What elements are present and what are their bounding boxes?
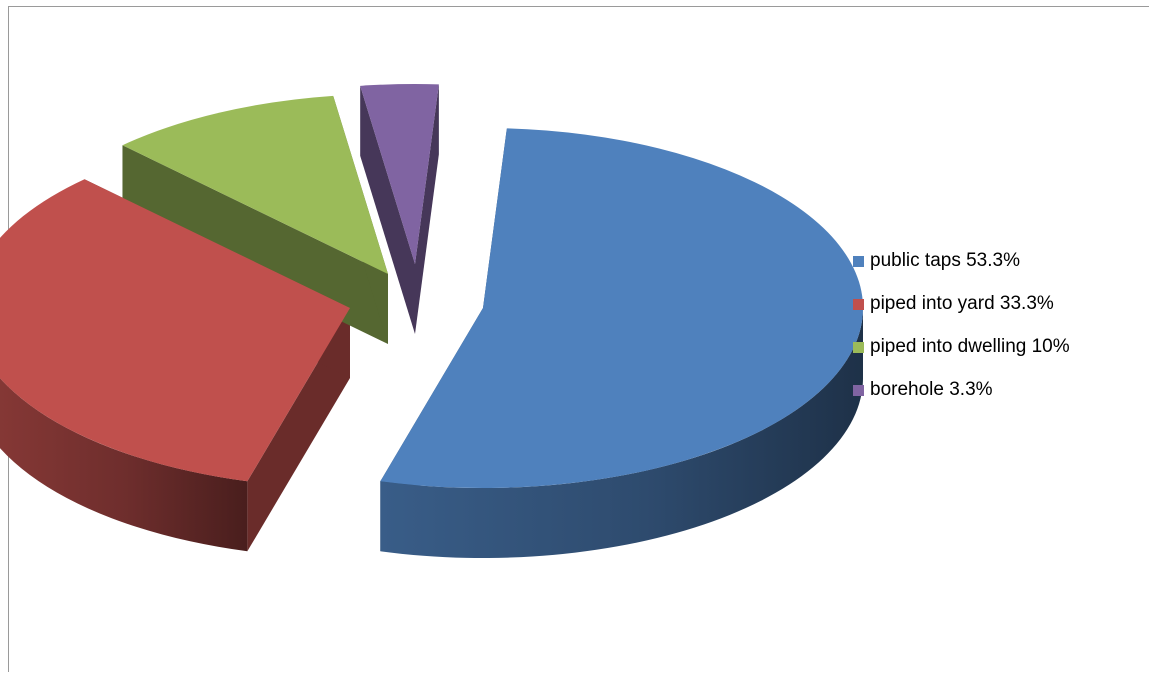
legend-item-piped-into-yard: piped into yard 33.3% xyxy=(853,293,1070,314)
pie-slice-side xyxy=(0,378,248,552)
legend-swatch xyxy=(853,255,864,267)
legend-swatch xyxy=(853,341,864,353)
pie-slice-borehole xyxy=(360,84,439,265)
pie-slice-public-taps xyxy=(380,128,864,489)
legend-item-public-taps: public taps 53.3% xyxy=(853,250,1070,271)
legend: public taps 53.3% piped into yard 33.3% … xyxy=(853,250,1070,424)
legend-label: piped into yard 33.3% xyxy=(870,293,1054,314)
pie-slice-wall xyxy=(360,85,415,334)
legend-swatch xyxy=(853,384,864,396)
pie-slice-side xyxy=(380,308,863,559)
pie-slice-wall xyxy=(247,308,350,552)
pie-slice-piped-into-dwelling xyxy=(122,95,388,274)
legend-label: public taps 53.3% xyxy=(870,250,1020,271)
legend-label: piped into dwelling 10% xyxy=(870,336,1070,357)
pie-slice-wall xyxy=(415,84,439,334)
pie-slice-piped-into-yard xyxy=(0,179,350,482)
legend-item-piped-into-dwelling: piped into dwelling 10% xyxy=(853,336,1070,357)
legend-item-borehole: borehole 3.3% xyxy=(853,379,1070,400)
legend-swatch xyxy=(853,298,864,310)
legend-label: borehole 3.3% xyxy=(870,379,993,400)
